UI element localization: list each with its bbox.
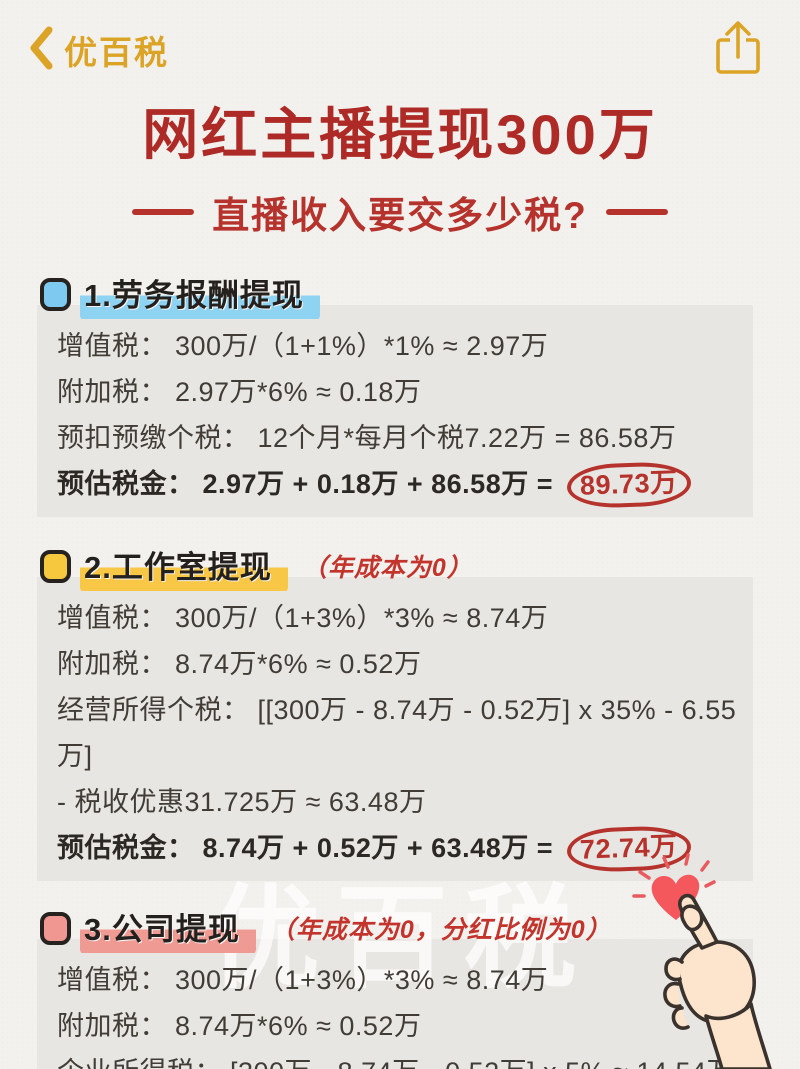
share-button[interactable] [712,19,764,82]
subtitle-row: 直播收入要交多少税? [0,185,800,239]
nav-bar: 优百税 [0,0,800,76]
tax-line: 增值税： 300万/（1+1%）*1% ≈ 2.97万 [57,331,549,361]
section-3-header: 3.公司提现 （年成本为0，分红比例为0） [40,901,800,955]
section-3-title: 3.公司提现 [80,901,256,955]
section-3-checkbox-icon [40,911,71,945]
section-2-panel: 增值税： 300万/（1+3%）*3% ≈ 8.74万 附加税： 8.74万*6… [37,577,753,881]
section-3-panel: 增值税： 300万/（1+3%）*3% ≈ 8.74万 附加税： 8.74万*6… [37,939,753,1069]
total-expression: 预估税金： 2.97万 + 0.18万 + 86.58万 = [57,469,561,499]
total-line: 预估税金： 8.74万 + 0.52万 + 63.48万 = 72.74万 [57,824,739,874]
section-2-checkbox-icon [40,549,71,583]
total-result-circled: 89.73万 [566,460,692,510]
tax-line: 预扣预缴个税： 12个月*每月个税7.22万 = 86.58万 [57,423,677,453]
total-result-circled: 72.74万 [566,824,692,874]
page-title: 网红主播提现300万 [142,103,658,166]
tax-line: 增值税： 300万/（1+3%）*3% ≈ 8.74万 [57,965,549,995]
section-1-header: 1.劳务报酬提现 [40,267,800,321]
tax-line: 附加税： 8.74万*6% ≈ 0.52万 [57,1011,422,1041]
tax-line: - 税收优惠31.725万 ≈ 63.48万 [57,787,427,817]
section-2-title: 2.工作室提现 [80,539,288,593]
total-line: 预估税金： 2.97万 + 0.18万 + 86.58万 = 89.73万 [57,460,739,510]
subtitle-left-dash [132,209,195,215]
tax-line: 附加税： 2.97万*6% ≈ 0.18万 [57,377,422,407]
total-expression: 预估税金： 8.74万 + 0.52万 + 63.48万 = [57,833,561,863]
tax-line: 经营所得个税： [[300万 - 8.74万 - 0.52万] x 35% - … [57,695,737,771]
section-1-panel: 增值税： 300万/（1+1%）*1% ≈ 2.97万 附加税： 2.97万*6… [37,305,753,517]
section-3-note: （年成本为0，分红比例为0） [269,916,612,944]
back-chevron-icon [28,25,54,76]
tax-line: 附加税： 8.74万*6% ≈ 0.52万 [57,649,422,679]
subtitle-right-dash [605,209,668,215]
tax-line: 企业所得税： [300万 - 8.74万 - 0.52万] x 5% ≈ 14.… [57,1049,739,1069]
tax-line: 增值税： 300万/（1+3%）*3% ≈ 8.74万 [57,603,549,633]
section-1-checkbox-icon [40,277,71,311]
page-subtitle: 直播收入要交多少税? [212,195,588,236]
share-icon [712,20,764,81]
section-2-note: （年成本为0） [301,554,473,582]
back-button[interactable]: 优百税 [28,25,169,76]
brand-label: 优百税 [64,34,169,71]
section-2-header: 2.工作室提现 （年成本为0） [40,539,800,593]
section-1-title: 1.劳务报酬提现 [80,267,320,321]
